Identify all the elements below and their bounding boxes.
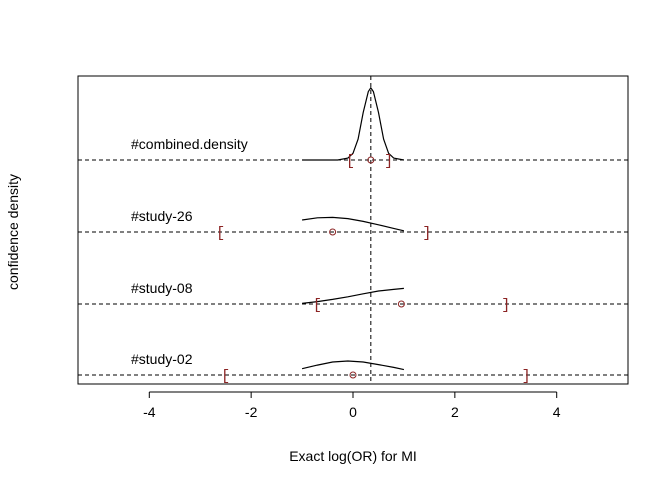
x-tick-label: 0 [349,404,357,420]
density-curve [302,287,404,304]
ci-upper-bracket: ] [522,368,531,385]
ci-lower-bracket: [ [346,153,355,170]
x-axis: -4 -2 0 2 4 [143,391,561,420]
estimate-point [397,300,405,308]
x-tick-label: -4 [143,404,156,420]
x-axis-title: Exact log(OR) for MI [289,448,417,464]
row-study-26: [] #study-26 [78,208,628,242]
row-study-08: [] #study-08 [78,280,628,314]
row-label: #study-26 [131,208,193,224]
density-curve [302,86,405,161]
x-tick-label: -2 [245,404,258,420]
density-curve [301,360,405,371]
ci-upper-bracket: ] [501,297,510,314]
ci-upper-bracket: ] [384,153,393,170]
estimate-point [367,156,375,164]
estimate-point [349,371,357,379]
row-label: #study-02 [131,351,193,367]
row-study-02: [] #study-02 [78,351,628,385]
x-tick-label: 4 [553,404,561,420]
row-label: #combined.density [131,136,248,152]
ci-lower-bracket: [ [221,368,230,385]
ci-lower-bracket: [ [216,225,225,242]
density-curve [302,216,405,232]
chart-marks: [] #study-02 [] #study-08 [] #study-26 [] #comb… [78,76,628,385]
ci-lower-bracket: [ [313,297,322,314]
x-tick-label: 2 [451,404,459,420]
row-label: #study-08 [131,280,193,296]
plot-frame [77,75,629,385]
y-axis-title: confidence density [5,174,21,290]
estimate-point [329,228,337,236]
row-combined-density: [] #combined.density [78,86,628,170]
ci-upper-bracket: ] [422,225,431,242]
